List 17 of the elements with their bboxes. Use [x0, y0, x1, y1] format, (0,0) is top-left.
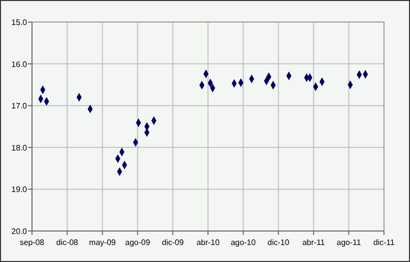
x-tick-label: dic-10 [268, 238, 290, 247]
y-tick-label: 17.0 [11, 102, 28, 111]
x-tick-label: dic-08 [56, 238, 79, 247]
y-tick-label: 15.0 [11, 18, 28, 27]
x-tick-label: ago-10 [230, 238, 256, 247]
x-tick-label: dic-09 [162, 238, 184, 247]
x-tick-label: abr-11 [302, 238, 326, 247]
x-tick-label: ago-11 [336, 238, 362, 247]
x-tick-label: abr-10 [196, 238, 220, 247]
x-tick-label: may-09 [89, 238, 116, 247]
x-tick-label: sep-08 [20, 238, 45, 247]
x-tick-label: ago-09 [125, 238, 151, 247]
y-tick-label: 20.0 [11, 227, 28, 236]
x-tick-label: dic-11 [373, 238, 396, 247]
y-tick-label: 18.0 [11, 143, 28, 152]
y-tick-label: 16.0 [11, 60, 28, 69]
y-tick-label: 19.0 [11, 185, 28, 194]
